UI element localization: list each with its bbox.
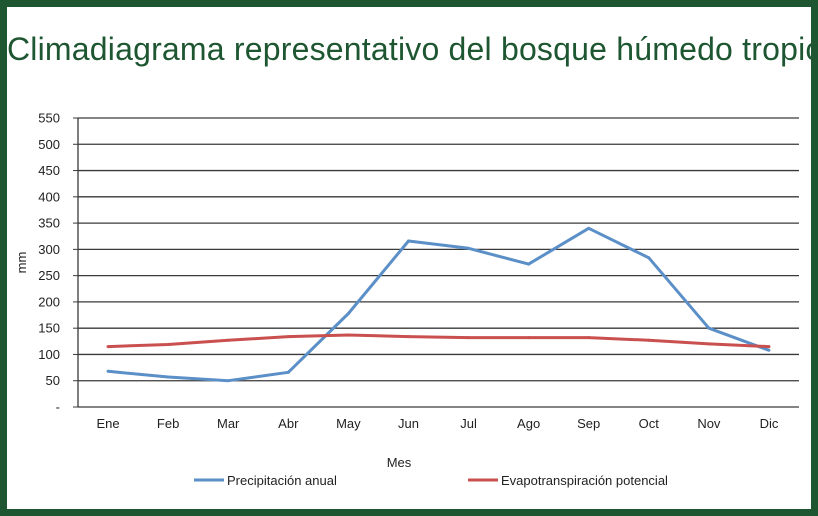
y-tick-label: 100 bbox=[38, 347, 60, 362]
data-point bbox=[106, 345, 110, 349]
data-point bbox=[527, 336, 531, 340]
data-point bbox=[346, 311, 350, 315]
chart-panel: Climadiagrama representativo del bosque … bbox=[7, 7, 818, 509]
x-tick-label: Feb bbox=[157, 416, 179, 431]
y-tick-label: 450 bbox=[38, 163, 60, 178]
legend-label: Evapotranspiración potencial bbox=[501, 473, 668, 488]
data-point bbox=[467, 336, 471, 340]
data-point bbox=[647, 338, 651, 342]
y-tick-label: 50 bbox=[46, 373, 60, 388]
x-tick-label: Sep bbox=[577, 416, 600, 431]
data-point bbox=[647, 256, 651, 260]
chart-title: Climadiagrama representativo del bosque … bbox=[7, 31, 818, 67]
data-point bbox=[707, 342, 711, 346]
legend: Precipitación anual Evapotranspiración po… bbox=[194, 473, 668, 488]
gridlines bbox=[73, 117, 799, 408]
data-point bbox=[467, 246, 471, 250]
y-tick-label: 300 bbox=[38, 242, 60, 257]
data-point bbox=[406, 239, 410, 243]
series-line bbox=[107, 333, 770, 349]
x-axis-title: Mes bbox=[387, 455, 412, 470]
y-tick-label: 550 bbox=[38, 111, 60, 126]
data-point bbox=[767, 345, 771, 349]
x-tick-label: Abr bbox=[278, 416, 299, 431]
y-tick-label: 250 bbox=[38, 268, 60, 283]
data-point bbox=[406, 335, 410, 339]
legend-label: Precipitación anual bbox=[227, 473, 337, 488]
y-tick-label: 350 bbox=[38, 216, 60, 231]
x-tick-label: Nov bbox=[697, 416, 721, 431]
data-point bbox=[226, 338, 230, 342]
x-tick-label: Jul bbox=[460, 416, 477, 431]
series-lines bbox=[106, 226, 771, 383]
x-tick-label: Jun bbox=[398, 416, 419, 431]
y-tick-label: 200 bbox=[38, 294, 60, 309]
x-tick-label: Ene bbox=[96, 416, 119, 431]
data-point bbox=[106, 369, 110, 373]
y-tick-label: 500 bbox=[38, 137, 60, 152]
data-point bbox=[226, 379, 230, 383]
x-tick-label: May bbox=[336, 416, 361, 431]
y-axis-title: mm bbox=[14, 252, 29, 274]
y-axis-ticks: - 50 100 150 200 250 300 350 400 450 500 550 bbox=[38, 111, 60, 415]
data-point bbox=[587, 226, 591, 230]
x-axis-ticks: Ene Feb Mar Abr May Jun Jul Ago Sep Oct Nov Dic bbox=[96, 416, 778, 431]
data-point bbox=[166, 375, 170, 379]
data-point bbox=[286, 370, 290, 374]
data-point bbox=[166, 342, 170, 346]
x-tick-label: Oct bbox=[639, 416, 660, 431]
data-point bbox=[587, 336, 591, 340]
x-tick-label: Dic bbox=[760, 416, 779, 431]
data-point bbox=[346, 333, 350, 337]
y-tick-label: 150 bbox=[38, 321, 60, 336]
data-point bbox=[286, 335, 290, 339]
x-tick-label: Ago bbox=[517, 416, 540, 431]
y-tick-label: 400 bbox=[38, 189, 60, 204]
y-tick-label: - bbox=[56, 400, 60, 415]
x-tick-label: Mar bbox=[217, 416, 240, 431]
data-point bbox=[707, 326, 711, 330]
series-line bbox=[107, 226, 770, 383]
data-point bbox=[767, 348, 771, 352]
data-point bbox=[527, 262, 531, 266]
line-chart: - 50 100 150 200 250 300 350 400 450 500 550 Ene Feb… bbox=[14, 111, 799, 488]
